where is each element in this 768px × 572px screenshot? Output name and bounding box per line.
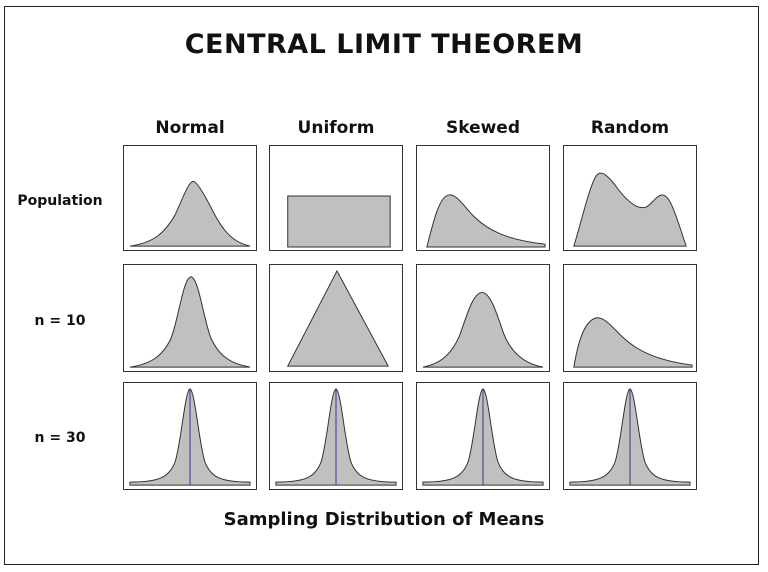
panel-skewed-population bbox=[416, 145, 550, 251]
column-header-random: Random bbox=[590, 118, 670, 138]
panel-random-population bbox=[563, 145, 697, 251]
normal-curve-shape bbox=[124, 146, 256, 250]
triangle-shape bbox=[270, 265, 402, 371]
narrow-normal-curve-shape bbox=[417, 383, 549, 489]
row-label-population: Population bbox=[17, 193, 103, 209]
column-header-uniform: Uniform bbox=[297, 118, 375, 138]
bimodal-curve-shape bbox=[564, 146, 696, 250]
row-label-n-30: n = 30 bbox=[34, 430, 86, 446]
narrow-normal-curve-shape bbox=[270, 383, 402, 489]
narrow-normal-curve-shape bbox=[564, 383, 696, 489]
panel-random-n30 bbox=[563, 382, 697, 490]
footer-caption: Sampling Distribution of Means bbox=[223, 509, 545, 530]
panel-normal-population bbox=[123, 145, 257, 251]
panel-normal-n10 bbox=[123, 264, 257, 372]
normal-curve-shape bbox=[417, 265, 549, 371]
panel-uniform-population bbox=[269, 145, 403, 251]
panel-uniform-n30 bbox=[269, 382, 403, 490]
uniform-rectangle-shape bbox=[270, 146, 402, 250]
row-label-n-10: n = 10 bbox=[34, 313, 86, 329]
panel-skewed-n30 bbox=[416, 382, 550, 490]
panel-uniform-n10 bbox=[269, 264, 403, 372]
panel-random-n10 bbox=[563, 264, 697, 372]
narrow-normal-curve-shape bbox=[124, 383, 256, 489]
normal-curve-shape bbox=[124, 265, 256, 371]
panel-skewed-n10 bbox=[416, 264, 550, 372]
skewed-curve-shape bbox=[417, 146, 549, 250]
skewed-curve-shape bbox=[564, 265, 696, 371]
diagram-title: CENTRAL LIMIT THEOREM bbox=[184, 29, 584, 60]
column-header-skewed: Skewed bbox=[445, 118, 521, 138]
column-header-normal: Normal bbox=[155, 118, 225, 138]
panel-normal-n30 bbox=[123, 382, 257, 490]
